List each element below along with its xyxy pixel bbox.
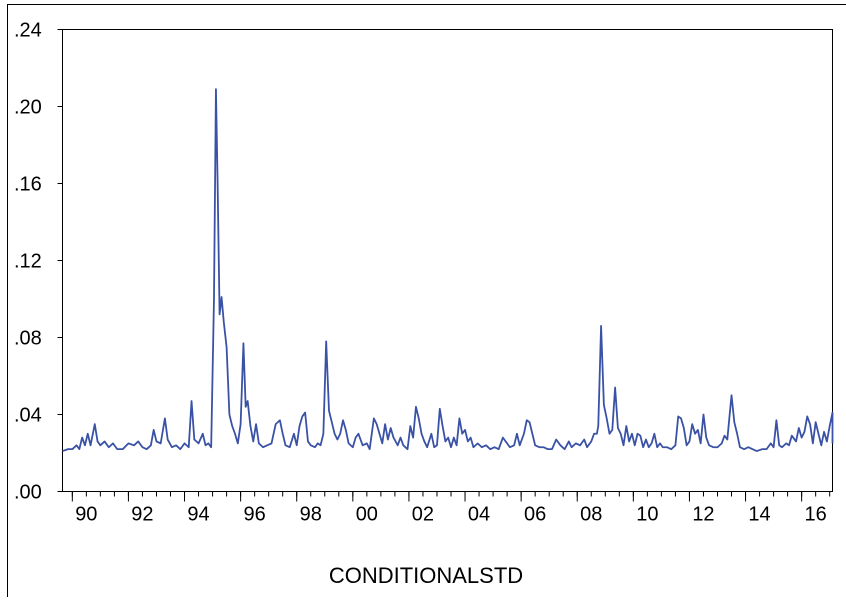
y-tick-label: .24: [14, 20, 42, 42]
x-tick-label: 06: [524, 504, 546, 526]
y-tick-label: .04: [14, 405, 42, 427]
x-tick-label: 00: [356, 504, 378, 526]
x-tick-label: 08: [580, 504, 602, 526]
x-tick-label: 12: [692, 504, 714, 526]
x-tick-label: 14: [748, 504, 770, 526]
x-tick-label: 90: [75, 504, 97, 526]
x-tick-label: 98: [300, 504, 322, 526]
y-tick-label: .00: [14, 482, 42, 504]
y-tick-label: .16: [14, 174, 42, 196]
series-layer: [62, 88, 834, 452]
plot-area: [62, 29, 833, 492]
x-tick-label: 94: [187, 504, 209, 526]
x-tick-label: 10: [636, 504, 658, 526]
x-tick-label: 02: [412, 504, 434, 526]
x-axis: 90 92 94 96 98 00 02 04 06 08 10 12 14 16: [71, 491, 831, 526]
y-axis: .00 .04 .08 .12 .16 .20 .24: [14, 20, 63, 504]
series-line-0: [62, 88, 834, 452]
y-tick-label: .08: [14, 328, 42, 350]
x-tick-label: 96: [243, 504, 265, 526]
x-tick-label: 16: [805, 504, 827, 526]
y-tick-label: .12: [14, 251, 42, 273]
x-tick-label: 04: [468, 504, 490, 526]
x-axis-label: CONDITIONALSTD: [329, 563, 523, 588]
x-tick-label: 92: [131, 504, 153, 526]
y-tick-label: .20: [14, 97, 42, 119]
